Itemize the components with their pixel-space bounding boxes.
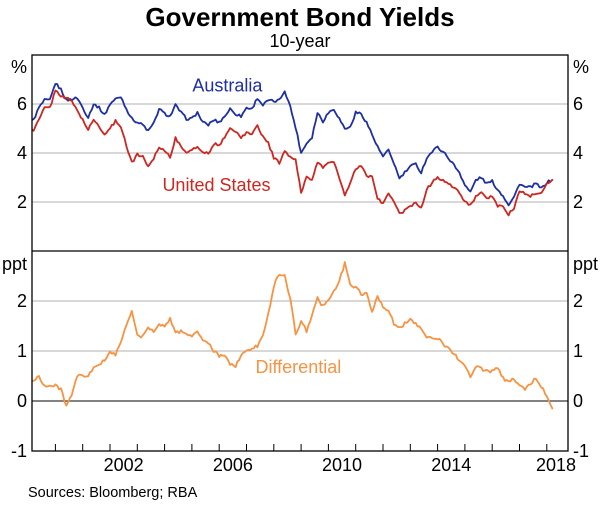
australia-line: [32, 83, 554, 207]
chart-subtitle: 10-year: [269, 31, 331, 51]
y-tick-label-right: -1: [573, 441, 589, 461]
unit-label-right: ppt: [573, 254, 598, 274]
y-tick-label-left: 2: [17, 192, 27, 212]
y-tick-label-right: 1: [573, 341, 583, 361]
y-tick-label-left: 4: [17, 143, 27, 163]
y-tick-label-right: 2: [573, 291, 583, 311]
y-tick-label-right: 2: [573, 192, 583, 212]
chart-frame: [31, 54, 569, 452]
y-tick-label-left: 1: [17, 341, 27, 361]
x-tick-label: 2002: [104, 455, 144, 475]
y-tick-label-right: 0: [573, 391, 583, 411]
x-tick-label: 2010: [322, 455, 362, 475]
unit-label-left: ppt: [2, 254, 27, 274]
y-tick-label-left: 6: [17, 94, 27, 114]
unit-label-right: %: [573, 57, 589, 77]
chart-title: Government Bond Yields: [145, 2, 455, 32]
unit-label-left: %: [11, 57, 27, 77]
x-tick-label: 2018: [536, 455, 576, 475]
y-tick-label-left: -1: [11, 441, 27, 461]
series-label-united-states: United States: [162, 175, 270, 195]
x-tick-label: 2014: [431, 455, 471, 475]
source-note: Sources: Bloomberg; RBA: [28, 485, 198, 501]
series-label-differential: Differential: [256, 357, 342, 377]
y-tick-label-right: 6: [573, 94, 583, 114]
united-states-line: [32, 89, 554, 217]
y-tick-label-left: 2: [17, 291, 27, 311]
y-tick-label-left: 0: [17, 391, 27, 411]
differential-line: [32, 261, 554, 410]
y-tick-label-right: 4: [573, 143, 583, 163]
x-tick-label: 2006: [213, 455, 253, 475]
series-label-australia: Australia: [192, 76, 263, 96]
